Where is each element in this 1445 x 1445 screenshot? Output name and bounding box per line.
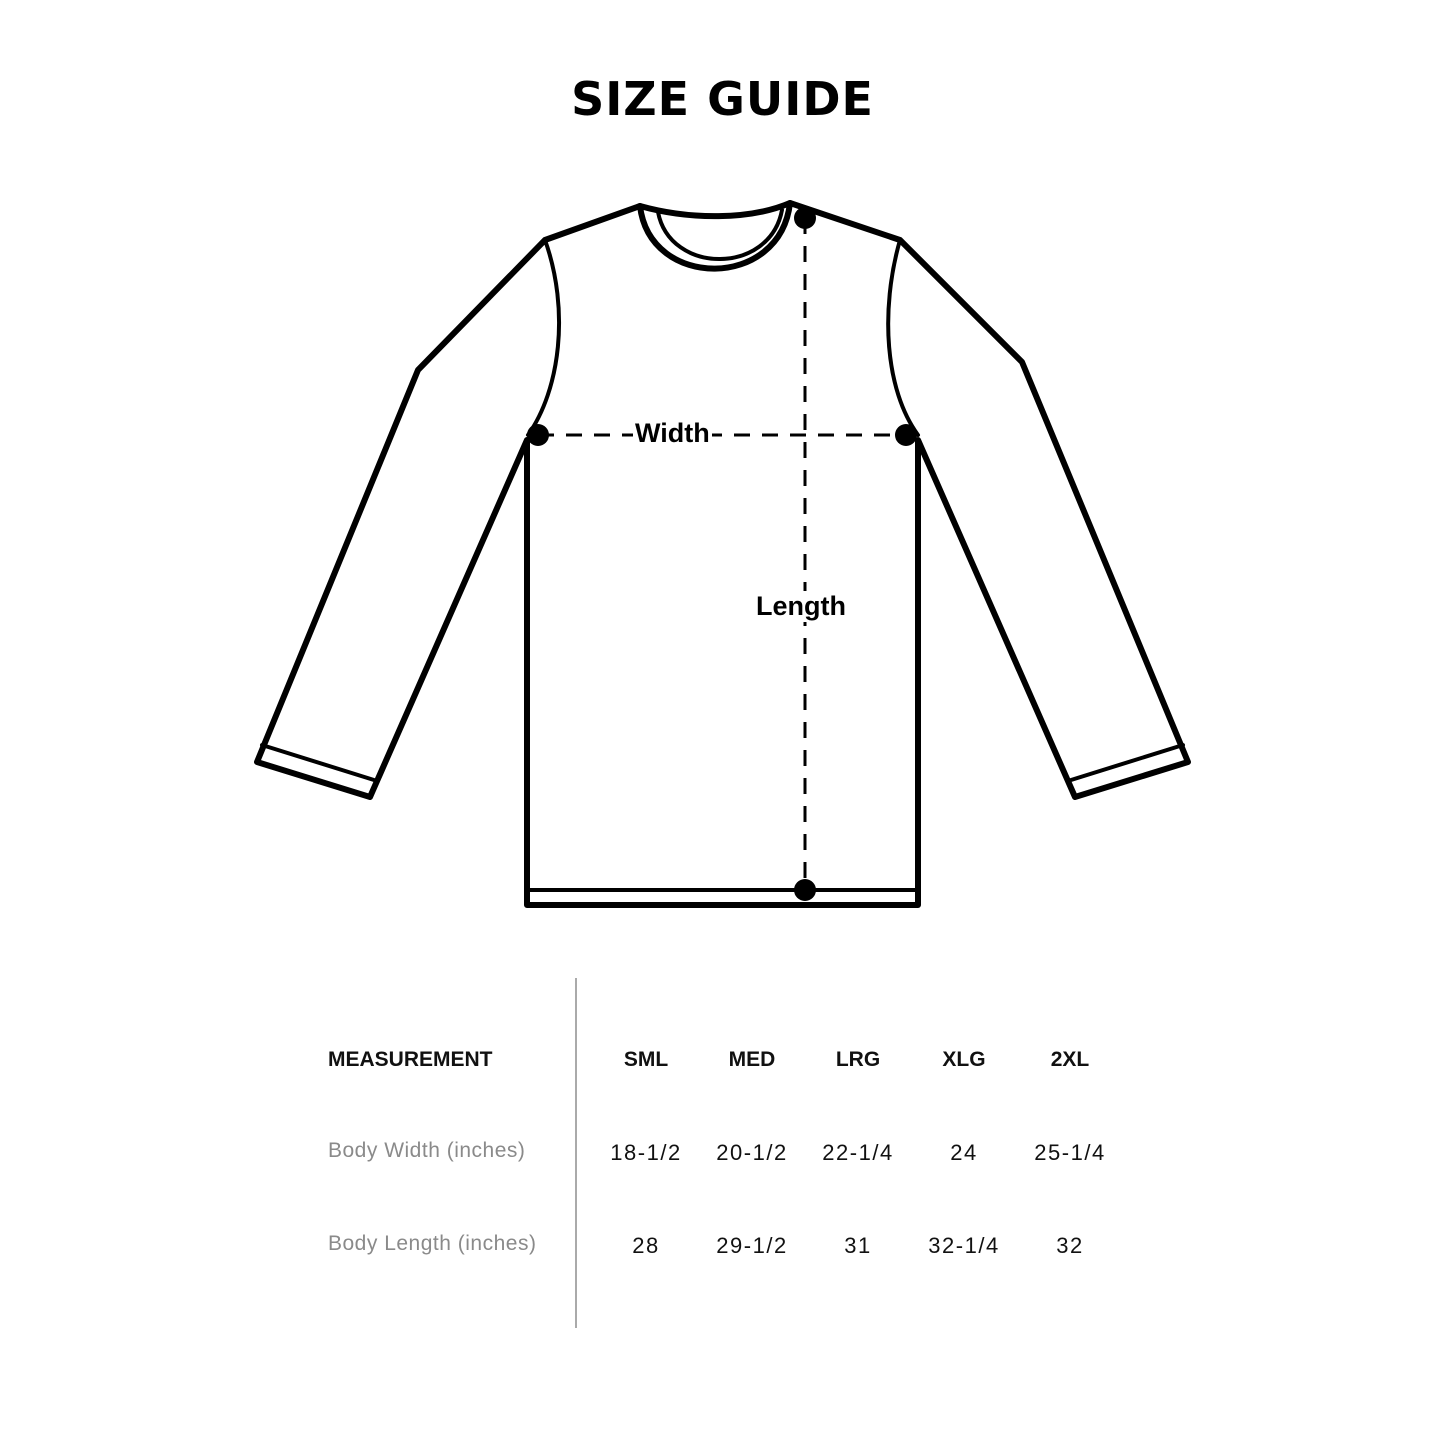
table-cell: 32-1/4	[928, 1233, 1000, 1258]
page-title: SIZE GUIDE	[571, 72, 874, 126]
width-label: Width	[633, 418, 712, 449]
size-header: MED	[728, 1048, 776, 1071]
table-cell: 31	[844, 1233, 872, 1258]
row-label: Body Width (inches)	[328, 1139, 526, 1162]
measurement-header: MEASUREMENT	[328, 1048, 493, 1071]
row-label: Body Length (inches)	[328, 1232, 537, 1255]
table-cell: 24	[950, 1140, 978, 1165]
left-cuff	[260, 743, 376, 782]
right-cuff	[1069, 743, 1185, 782]
length-label: Length	[754, 591, 848, 622]
table-cell: 25-1/4	[1034, 1140, 1106, 1165]
table-divider	[575, 978, 577, 1328]
neck-inner	[656, 208, 784, 261]
neck-outer	[637, 200, 793, 272]
size-header: LRG	[835, 1048, 881, 1071]
size-header: 2XL	[1050, 1048, 1090, 1071]
length-point-bottom	[794, 879, 816, 901]
table-cell: 32	[1056, 1233, 1084, 1258]
right-armhole	[886, 238, 920, 437]
width-point-right	[895, 424, 917, 446]
table-cell: 22-1/4	[822, 1140, 894, 1165]
left-armhole	[526, 238, 562, 437]
size-header: SML	[623, 1048, 669, 1071]
shirt-outline	[254, 200, 1191, 908]
table-cell: 29-1/2	[716, 1233, 788, 1258]
width-point-left	[527, 424, 549, 446]
size-header: XLG	[942, 1048, 986, 1071]
length-point-top	[794, 207, 816, 229]
table-cell: 28	[632, 1233, 660, 1258]
table-cell: 18-1/2	[610, 1140, 682, 1165]
table-cell: 20-1/2	[716, 1140, 788, 1165]
